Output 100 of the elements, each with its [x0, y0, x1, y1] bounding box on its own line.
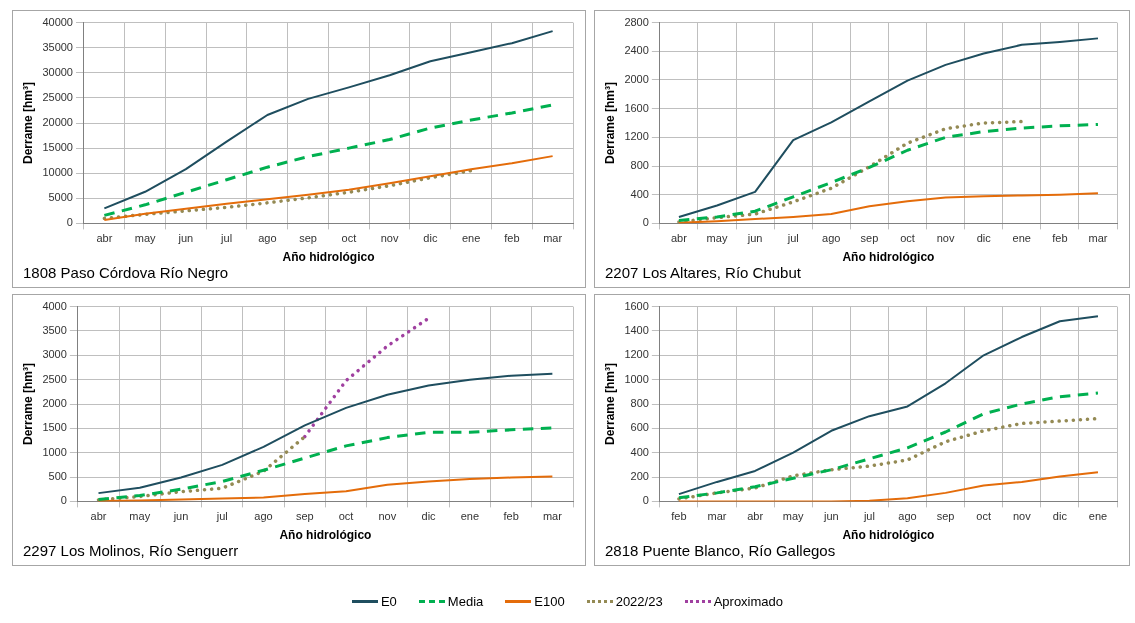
- x-tick-label: may: [134, 232, 156, 245]
- x-tick-label: mar: [543, 232, 563, 245]
- x-tick-label: jul: [862, 510, 875, 523]
- y-tick-label: 400: [630, 445, 649, 458]
- x-tick-label: dic: [1052, 510, 1068, 523]
- legend-label: 2022/23: [615, 594, 663, 609]
- x-tick-label: jun: [172, 510, 189, 523]
- text: 1808 Paso Córdova Río Negro: [23, 264, 229, 281]
- x-tick-label: feb: [1052, 232, 1068, 245]
- y-tick-label: 1200: [624, 348, 649, 361]
- line-series: [677, 119, 1024, 224]
- y-tick-label: 0: [642, 494, 649, 507]
- y-tick-label: 30000: [42, 65, 73, 78]
- x-tick-label: ago: [258, 232, 277, 245]
- text: 2818 Puente Blanco, Río Gallegos: [605, 542, 836, 559]
- y-tick-label: 600: [630, 421, 649, 434]
- text: 2207 Los Altares, Río Chubut: [605, 264, 801, 281]
- x-tick-label: may: [706, 232, 728, 245]
- y-tick-label: 800: [630, 159, 649, 172]
- x-tick-label: feb: [671, 510, 687, 523]
- x-tick-label: ago: [822, 232, 841, 245]
- x-tick-label: abr: [747, 510, 764, 523]
- y-tick-label: 400: [630, 187, 649, 200]
- x-tick-label: mar: [707, 510, 727, 523]
- x-tick-label: ene: [461, 232, 481, 245]
- x-tick-label: dic: [976, 232, 992, 245]
- legend-label: Aproximado: [713, 594, 784, 609]
- x-tick-label: abr: [90, 510, 107, 523]
- x-axis-title: Año hidrológico: [279, 528, 372, 543]
- x-tick-label: abr: [670, 232, 688, 245]
- x-tick-label: may: [129, 510, 151, 523]
- x-tick-label: feb: [504, 232, 520, 245]
- y-tick-label: 2500: [42, 372, 67, 385]
- y-tick-label: 500: [48, 470, 67, 483]
- x-tick-label: jun: [746, 232, 763, 245]
- x-tick-label: ene: [460, 510, 480, 523]
- x-tick-label: feb: [503, 510, 519, 523]
- y-tick-label: 40000: [42, 15, 73, 28]
- y-tick-label: 10000: [42, 166, 73, 179]
- y-tick-label: 1500: [42, 421, 67, 434]
- x-tick-label: nov: [1012, 510, 1032, 523]
- y-tick-label: 1000: [42, 445, 67, 458]
- x-tick-label: jun: [177, 232, 194, 245]
- y-tick-label: 5000: [48, 191, 73, 204]
- legend-label: Media: [447, 594, 484, 609]
- x-tick-label: ago: [254, 510, 273, 523]
- y-tick-label: 15000: [42, 141, 73, 154]
- x-tick-label: nov: [936, 232, 955, 245]
- y-tick-label: 2000: [42, 397, 67, 410]
- y-tick-label: 2000: [624, 73, 649, 85]
- line-series: [97, 426, 554, 501]
- line-series: [102, 168, 473, 221]
- x-tick-label: nov: [380, 232, 399, 245]
- y-tick-label: 20000: [42, 116, 73, 129]
- y-axis-title: Derrame [hm³]: [602, 81, 617, 165]
- y-tick-label: 3500: [42, 323, 67, 336]
- x-tick-label: jun: [822, 510, 839, 523]
- y-tick-label: 1600: [624, 101, 649, 114]
- line-series: [677, 122, 1100, 223]
- y-axis-title: Derrame [hm³]: [20, 362, 35, 446]
- x-tick-label: dic: [423, 232, 438, 245]
- y-tick-label: 2800: [624, 15, 649, 28]
- x-tick-label: sep: [936, 510, 955, 523]
- legend-label: E100: [534, 594, 565, 609]
- line-series: [677, 391, 1100, 500]
- y-tick-label: 1400: [624, 323, 649, 336]
- x-tick-label: mar: [1088, 232, 1108, 245]
- text: 2297 Los Molinos, Río Senguerr: [23, 542, 239, 559]
- y-tick-label: 25000: [42, 90, 73, 103]
- x-tick-label: dic: [421, 510, 437, 523]
- x-tick-label: jul: [215, 510, 228, 523]
- legend-label: E0: [380, 594, 397, 609]
- y-tick-label: 4000: [42, 299, 67, 312]
- line-series: [96, 434, 307, 502]
- x-axis-title: Año hidrológico: [842, 528, 935, 543]
- x-tick-label: oct: [976, 510, 992, 523]
- y-tick-label: 200: [630, 470, 649, 483]
- x-axis-title: Año hidrológico: [842, 250, 935, 265]
- x-axis-title: Año hidrológico: [282, 250, 375, 265]
- x-tick-label: oct: [900, 232, 915, 245]
- y-axis-title: Derrame [hm³]: [602, 362, 617, 446]
- x-tick-label: nov: [378, 510, 397, 523]
- y-tick-label: 35000: [42, 40, 73, 53]
- y-tick-label: 2400: [624, 44, 649, 57]
- y-tick-label: 3000: [42, 348, 67, 361]
- x-tick-label: oct: [341, 232, 357, 245]
- x-tick-label: jul: [786, 232, 799, 245]
- y-axis-title: Derrame [hm³]: [20, 81, 35, 165]
- y-tick-label: 800: [630, 397, 649, 410]
- x-tick-label: ene: [1012, 232, 1031, 245]
- y-tick-label: 1200: [624, 130, 649, 143]
- x-tick-label: ene: [1088, 510, 1108, 523]
- line-series: [303, 316, 431, 439]
- x-tick-label: sep: [295, 510, 314, 523]
- x-tick-label: ago: [898, 510, 917, 523]
- y-tick-label: 0: [66, 216, 73, 229]
- x-tick-label: abr: [96, 232, 113, 245]
- x-tick-label: jul: [220, 232, 233, 245]
- x-tick-label: mar: [542, 510, 563, 523]
- y-tick-label: 1600: [624, 299, 649, 312]
